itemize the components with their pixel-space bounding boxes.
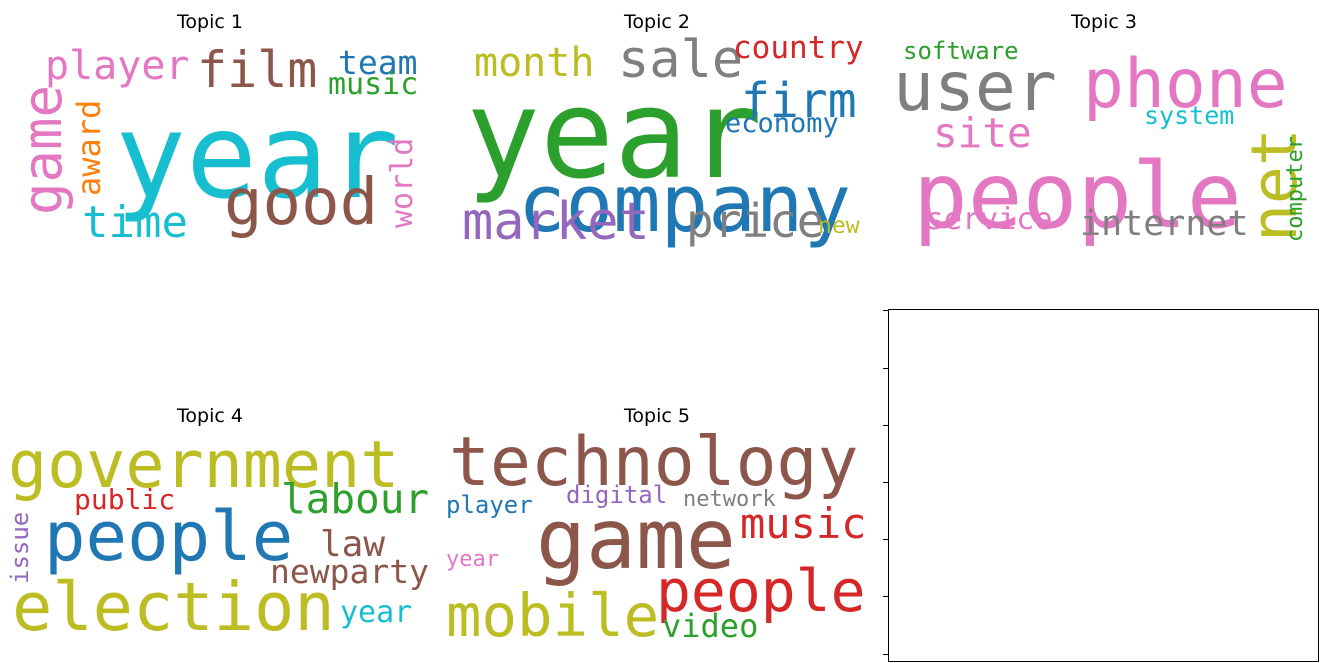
word-team: team	[338, 43, 417, 82]
word-labour: labour	[281, 475, 429, 523]
word-time: time	[82, 197, 188, 248]
topic-4-cloud: government electionpeoplelabourlawnewpart…	[6, 428, 429, 646]
word-computer: computer	[1283, 136, 1308, 242]
word-price: price	[686, 194, 824, 248]
word-music: music	[328, 67, 418, 102]
topic-1-title: Topic 1	[177, 11, 243, 33]
y-tick	[883, 654, 889, 655]
word-economy: economy	[725, 108, 839, 139]
topic-4-title: Topic 4	[177, 405, 243, 427]
word-phone: phone	[1083, 45, 1288, 124]
word-music: music	[740, 499, 866, 548]
word-people: people	[44, 497, 293, 577]
topic-3-cloud: people phone user net site internet service sof…	[893, 37, 1311, 249]
word-country: country	[733, 30, 864, 66]
y-tick	[883, 539, 889, 540]
word-film: film	[197, 41, 317, 99]
word-system: system	[1144, 101, 1234, 130]
y-tick	[883, 310, 889, 311]
word-year: year	[115, 87, 399, 225]
word-digital: digital	[566, 481, 667, 509]
word-month: month	[474, 40, 594, 86]
word-service: service	[926, 202, 1052, 237]
word-software: software	[903, 37, 1019, 65]
y-tick	[883, 596, 889, 597]
topic-5-title: Topic 5	[624, 405, 690, 427]
word-video: video	[662, 607, 758, 645]
word-mobile: mobile	[446, 581, 659, 650]
word-newparty: newparty	[270, 552, 429, 591]
word-technology: technology	[449, 423, 858, 502]
word-people: people	[656, 557, 866, 625]
word-internet: internet	[1080, 204, 1249, 244]
y-tick	[883, 368, 889, 369]
word-government: government	[8, 428, 399, 503]
word-year: year	[340, 595, 412, 630]
empty-axes-panel	[883, 309, 1319, 662]
word-game: game	[11, 85, 74, 215]
word-network: network	[683, 487, 776, 512]
y-tick	[883, 425, 889, 426]
word-law: law	[320, 524, 385, 565]
topic-3-title: Topic 3	[1071, 11, 1137, 33]
word-people: people	[913, 144, 1242, 249]
word-game: game	[536, 491, 736, 588]
word-public: public	[74, 483, 175, 516]
word-net: net	[1238, 128, 1311, 242]
word-award: award	[70, 100, 108, 196]
y-tick	[883, 482, 889, 483]
word-good: good	[224, 166, 378, 240]
word-issue: issue	[6, 512, 34, 584]
word-year: year	[466, 64, 762, 207]
word-company: company	[518, 158, 851, 250]
word-new: new	[818, 213, 860, 239]
word-sale: sale	[618, 30, 743, 90]
word-market: market	[462, 192, 650, 252]
word-user: user	[893, 48, 1057, 127]
word-world: world	[385, 138, 420, 228]
word-election: election	[12, 568, 335, 646]
word-player: player	[446, 491, 533, 519]
word-site: site	[933, 109, 1032, 157]
word-year: year	[446, 547, 499, 572]
word-player: player	[45, 43, 190, 89]
word-firm: firm	[741, 73, 857, 129]
topic-2-title: Topic 2	[624, 11, 690, 33]
